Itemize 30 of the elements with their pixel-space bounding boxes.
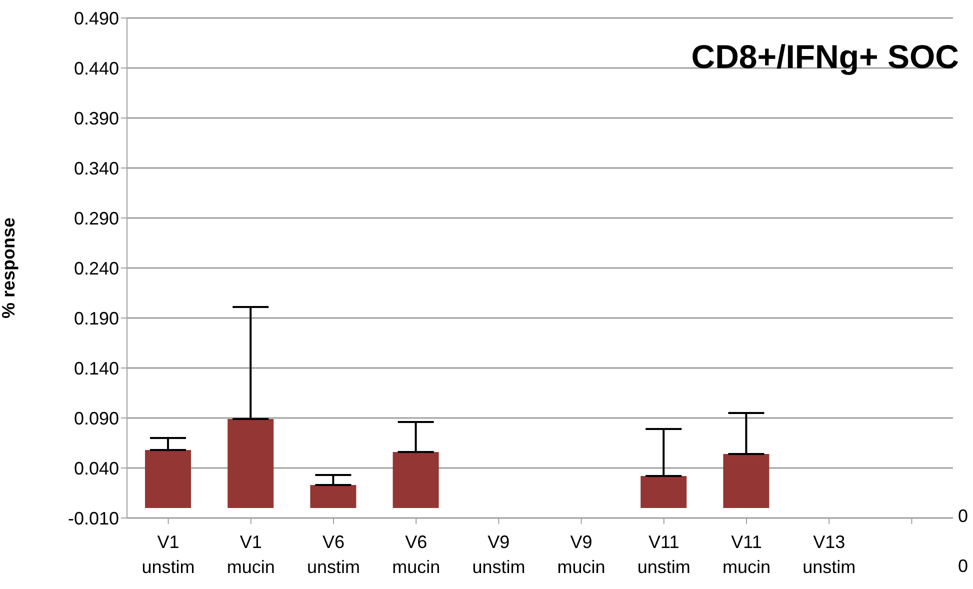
y-tick-label: 0.290 — [74, 208, 119, 228]
y-tick-label: 0.490 — [74, 8, 119, 28]
bar — [228, 419, 274, 508]
y-axis-title: % response — [0, 217, 18, 319]
x-tick-label: V9 unstim — [472, 532, 526, 577]
y-tick-label: 0.140 — [74, 358, 119, 378]
y-tick-label: 0.090 — [74, 408, 119, 428]
y-tick-label: 0.390 — [74, 108, 119, 128]
y-tick-label: 0.240 — [74, 258, 119, 278]
x-tick-label: V13 unstim — [802, 532, 856, 577]
y-tick-label: 0.190 — [74, 308, 119, 328]
x-tick-label: V9 mucin — [557, 532, 606, 577]
y-tick-label: 0.040 — [74, 458, 119, 478]
bar — [392, 452, 439, 508]
y-tick-label: -0.010 — [68, 508, 119, 528]
text: 0 — [958, 556, 968, 577]
x-tick-label: V1 mucin — [226, 532, 275, 577]
x-tick-label: V11 unstim — [637, 532, 690, 577]
text: CD8+/IFNg+ SOC — [691, 38, 959, 76]
x-tick-label: V6 mucin — [392, 532, 440, 577]
x-tick-label: V1 unstim — [142, 532, 195, 577]
x-tick-label: V6 unstim — [306, 532, 360, 577]
y-tick-label: 0.340 — [74, 158, 119, 178]
x-tick-label: V11 mucin — [722, 532, 771, 577]
bar — [145, 450, 191, 508]
text: 0 — [958, 506, 968, 527]
bar — [310, 485, 356, 508]
bar — [723, 454, 770, 508]
y-tick-label: 0.440 — [74, 58, 119, 78]
bar — [640, 476, 687, 508]
